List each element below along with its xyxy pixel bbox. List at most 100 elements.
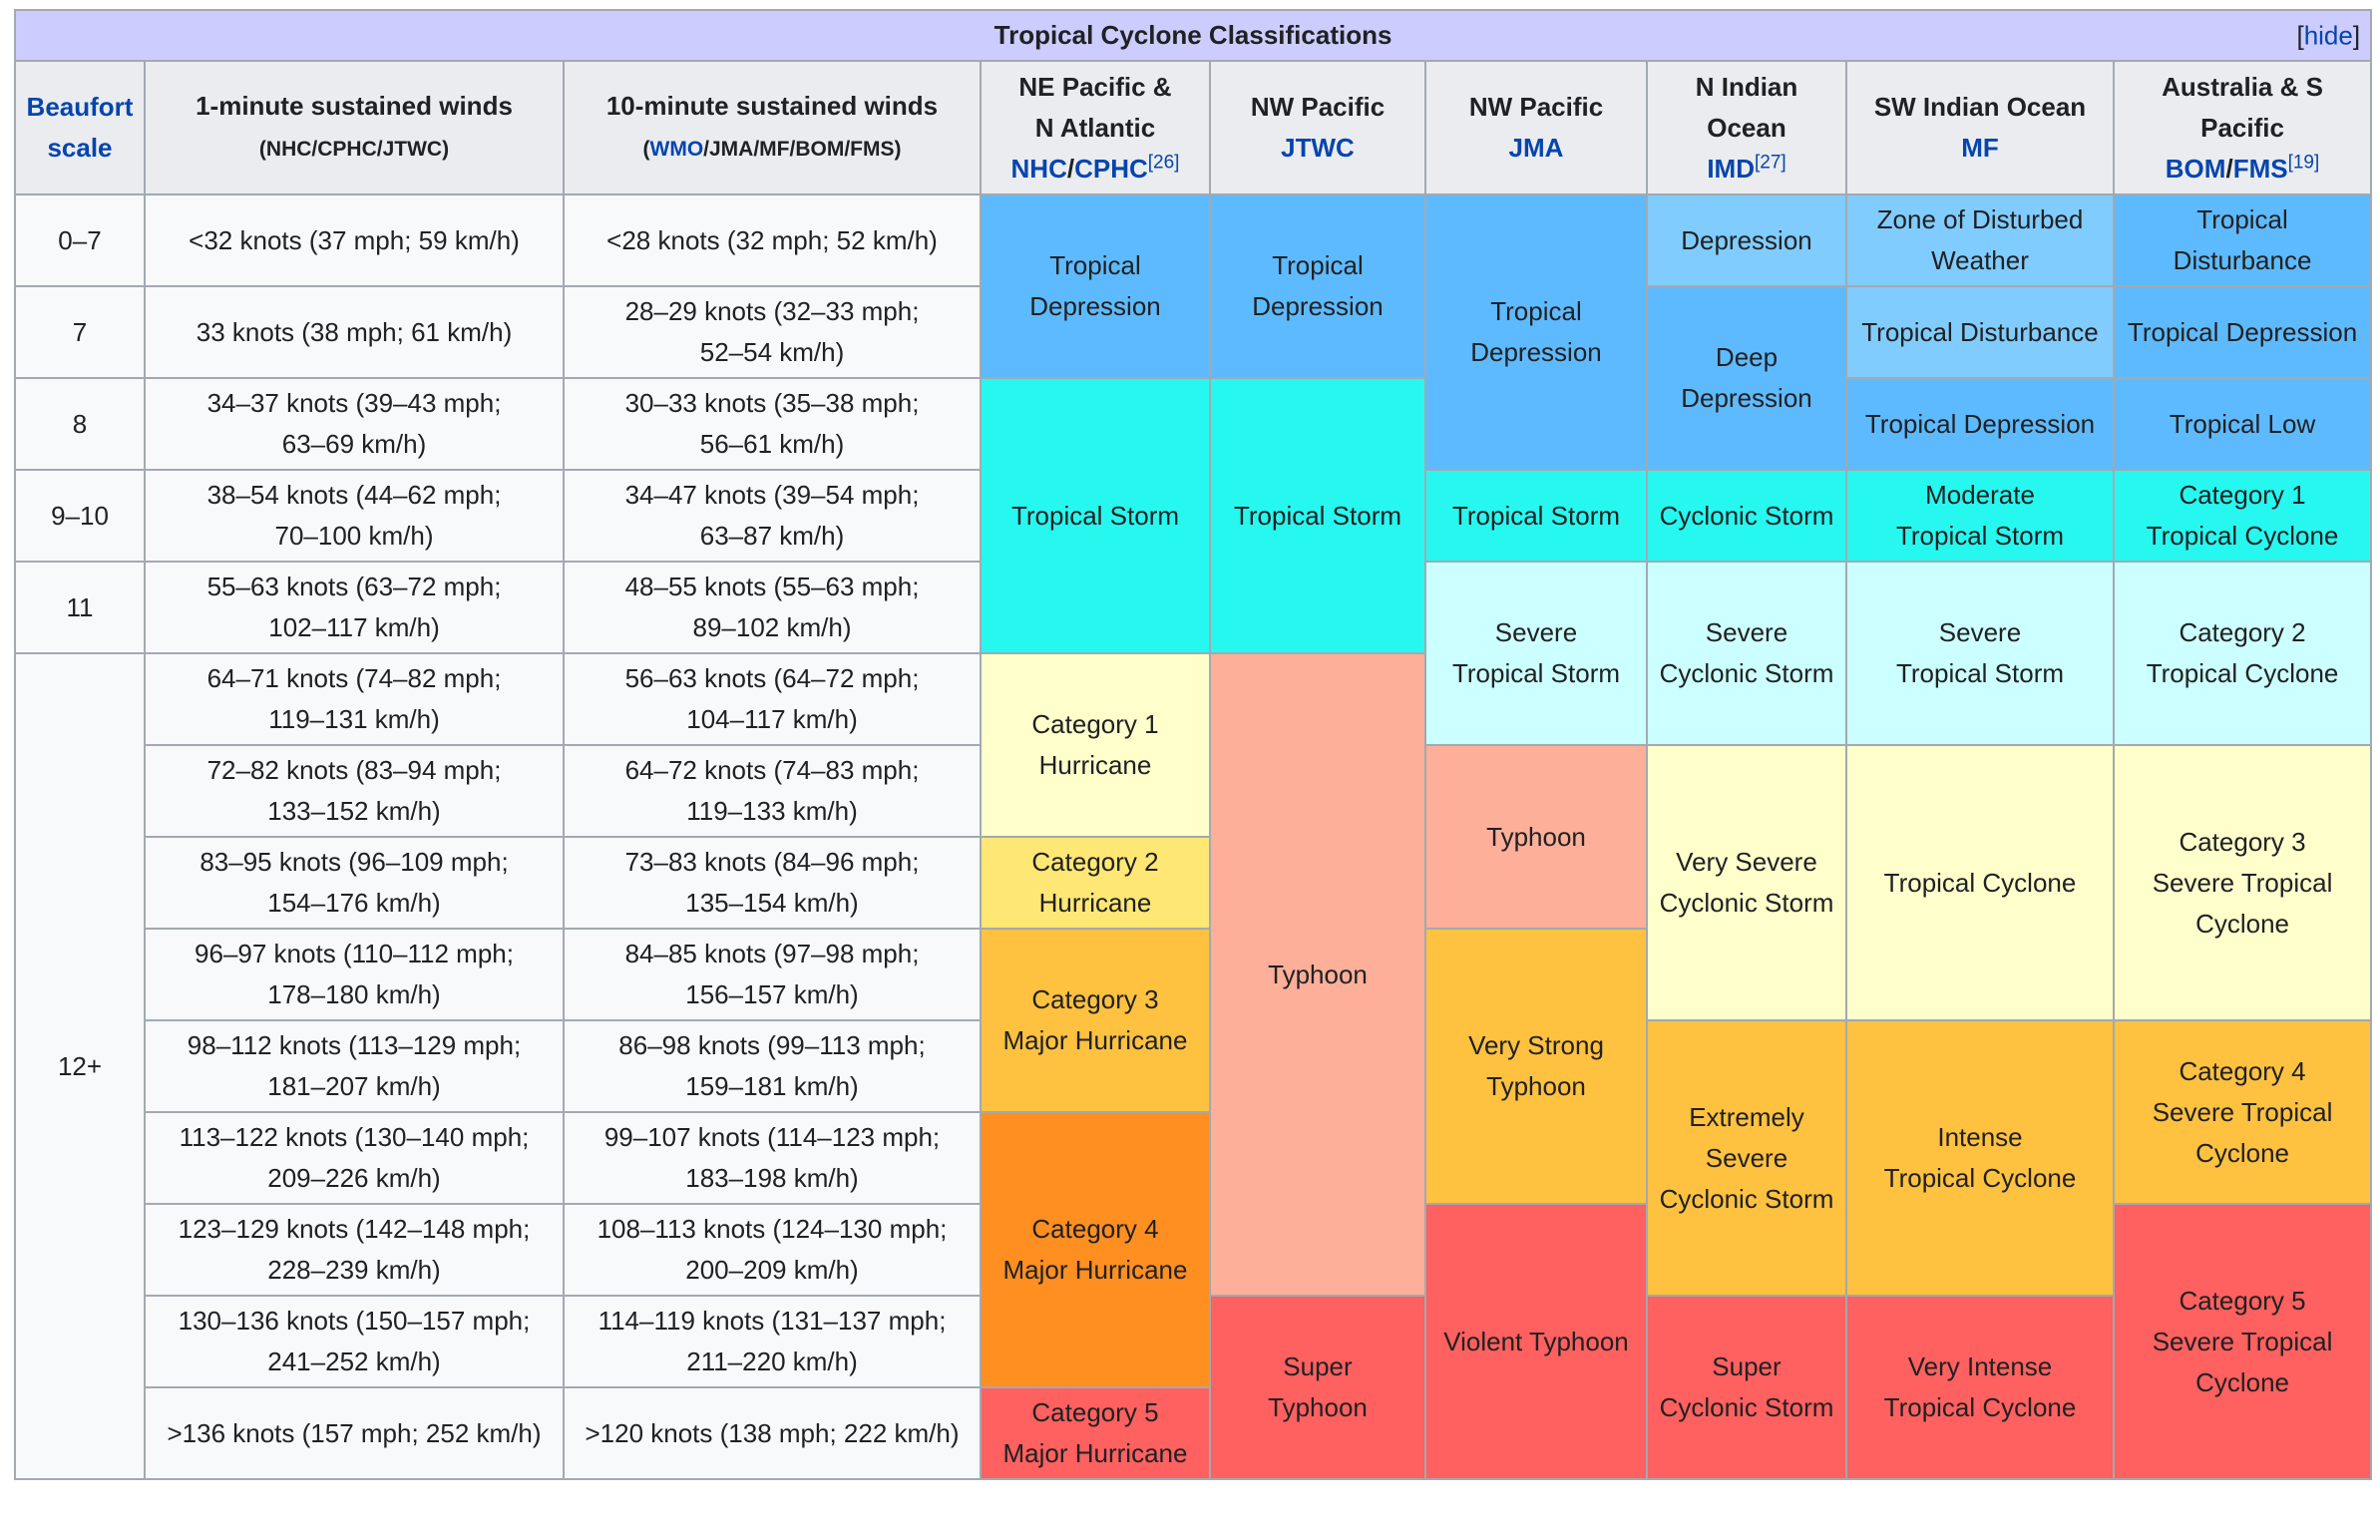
ten-minute-wind-cell: 114–119 knots (131–137 mph; 211–220 km/h)	[563, 1295, 982, 1388]
classification-cell-ne-pacific: Tropical Depression	[980, 193, 1211, 379]
wind-text-line: 96–97 knots (110–112 mph;	[195, 939, 514, 968]
classification-cell-nw-pacific-jtwc: Tropical Depression	[1209, 193, 1426, 379]
ten-minute-wind-cell: 73–83 knots (84–96 mph; 135–154 km/h)	[563, 836, 982, 930]
wind-text-line: 34–37 knots (39–43 mph;	[206, 388, 502, 418]
one-minute-wind-cell: 83–95 knots (96–109 mph; 154–176 km/h)	[144, 836, 565, 930]
one-minute-wind-cell: 64–71 knots (74–82 mph; 119–131 km/h)	[144, 652, 565, 746]
reference-19-link[interactable]: [19]	[2287, 151, 2320, 173]
classification-label: Major Hurricane	[1002, 1438, 1188, 1468]
header-n-indian-ocean: N Indian Ocean IMD[27]	[1646, 60, 1847, 195]
wind-text-line: 119–133 km/h)	[686, 796, 858, 826]
classification-cell-ne-pacific: Tropical Storm	[980, 377, 1211, 654]
one-minute-wind-cell: 72–82 knots (83–94 mph; 133–152 km/h)	[144, 744, 565, 838]
cphc-link[interactable]: CPHC	[1074, 153, 1148, 184]
classification-cell-sw-indian: Intense Tropical Cyclone	[1845, 1019, 2115, 1297]
header-ten-minute-winds: 10-minute sustained winds (WMO/JMA/MF/BO…	[563, 60, 982, 195]
classification-label: Super	[1712, 1351, 1782, 1381]
mf-link[interactable]: MF	[1961, 133, 1999, 163]
classification-label: Typhoon	[1268, 1392, 1368, 1422]
classification-label: Tropical Disturbance	[1861, 316, 2099, 347]
ne-pacific-sep: /	[1066, 153, 1075, 184]
classification-cell-australia: Category 1 Tropical Cyclone	[2112, 469, 2373, 563]
ten-minute-wind-cell: <28 knots (32 mph; 52 km/h)	[563, 193, 982, 287]
classification-cell-n-indian: Super Cyclonic Storm	[1646, 1295, 1847, 1480]
classification-cell-n-indian: Very Severe Cyclonic Storm	[1646, 744, 1847, 1021]
classification-label: Depression	[1470, 337, 1602, 367]
classification-cell-australia: Tropical Disturbance	[2112, 193, 2373, 287]
wind-text-line: 55–63 knots (63–72 mph;	[206, 572, 502, 601]
classification-label: Category 4	[1031, 1214, 1159, 1244]
beaufort-scale-link[interactable]: Beaufort scale	[27, 92, 134, 163]
wind-text-line: 135–154 km/h)	[685, 888, 859, 918]
classification-label: Severe Tropical	[2152, 1326, 2333, 1356]
table-title: Tropical Cyclone Classifications [hide]	[13, 9, 2373, 62]
table-row: 12+ 64–71 knots (74–82 mph; 119–131 km/h) 5…	[14, 652, 2371, 1480]
reference-26-link[interactable]: [26]	[1147, 151, 1180, 173]
beaufort-cell: 0–7	[14, 193, 146, 287]
beaufort-cell: 7	[14, 285, 146, 379]
classification-cell-sw-indian: Tropical Cyclone	[1845, 744, 2115, 1021]
one-minute-wind-cell: 38–54 knots (44–62 mph; 70–100 km/h)	[144, 469, 565, 563]
wmo-link[interactable]: WMO	[649, 138, 704, 161]
table-row: 8 34–37 knots (39–43 mph; 63–69 km/h) 30–33…	[14, 377, 2373, 654]
bom-link[interactable]: BOM	[2165, 153, 2226, 184]
classification-label: Tropical Low	[2169, 408, 2316, 439]
fms-link[interactable]: FMS	[2232, 153, 2288, 184]
classification-cell-sw-indian: Tropical Depression	[1845, 377, 2115, 471]
table-row: 98–112 knots (113–129 mph; 181–207 km/h) 8…	[15, 1019, 2373, 1297]
hide-link[interactable]: hide	[2303, 20, 2353, 50]
classification-cell-nw-pacific-jma: Severe Tropical Storm	[1424, 561, 1648, 746]
hide-bracket-open: [	[2296, 20, 2304, 50]
wind-text-line: 63–87 km/h)	[699, 521, 845, 551]
classification-label: Very Intense	[1907, 1351, 2053, 1381]
hide-toggle: [hide]	[2296, 15, 2360, 56]
classification-label: Tropical Cyclone	[1883, 1163, 2077, 1193]
nw-pacific-jtwc-line1: NW Pacific	[1250, 92, 1386, 122]
tropical-cyclone-classification-table: Tropical Cyclone Classifications [hide] …	[13, 9, 2373, 1480]
ten-minute-wind-cell: 108–113 knots (124–130 mph; 200–209 km/h)	[563, 1203, 982, 1297]
classification-label: Severe	[1494, 617, 1578, 647]
classification-cell-ne-pacific: Category 3 Major Hurricane	[980, 928, 1211, 1113]
table-row: 113–122 knots (130–140 mph; 209–226 km/h)…	[15, 1111, 2371, 1388]
table-row: 9–10 38–54 knots (44–62 mph; 70–100 km/h) 3…	[14, 469, 2373, 563]
wind-text-line: <28 knots (32 mph; 52 km/h)	[606, 224, 938, 255]
wind-text-line: 84–85 knots (97–98 mph;	[624, 939, 920, 968]
header-nw-pacific-jtwc: NW Pacific JTWC	[1209, 60, 1426, 195]
table-row: 123–129 knots (142–148 mph; 228–239 km/h)…	[15, 1203, 2373, 1480]
ten-minute-wind-cell: >120 knots (138 mph; 222 km/h)	[563, 1386, 982, 1480]
classification-label: Tropical Storm	[1233, 500, 1402, 531]
classification-cell-nw-pacific-jma: Very Strong Typhoon	[1424, 928, 1648, 1205]
classification-label: Cyclone	[2195, 1137, 2289, 1168]
classification-cell-australia: Tropical Low	[2112, 377, 2373, 471]
wind-text-line: 56–61 km/h)	[699, 429, 845, 459]
ten-minute-wind-cell: 84–85 knots (97–98 mph; 156–157 km/h)	[563, 928, 982, 1021]
wind-text-line: 70–100 km/h)	[274, 521, 434, 551]
classification-label: Cyclonic Storm	[1659, 1392, 1834, 1422]
classification-cell-n-indian: Depression	[1646, 193, 1847, 287]
nhc-link[interactable]: NHC	[1010, 153, 1067, 184]
classification-label: Cyclonic Storm	[1659, 658, 1834, 688]
classification-label: Cyclone	[2195, 1366, 2289, 1397]
one-minute-wind-cell: 34–37 knots (39–43 mph; 63–69 km/h)	[144, 377, 565, 471]
table-row: 83–95 knots (96–109 mph; 154–176 km/h) 73–…	[15, 836, 2371, 930]
classification-label: Cyclonic Storm	[1659, 500, 1834, 531]
ten-minute-agencies: (WMO/JMA/MF/BOM/FMS)	[643, 138, 902, 161]
classification-label: Very Severe	[1676, 847, 1817, 877]
classification-cell-australia: Category 3 Severe Tropical Cyclone	[2112, 744, 2373, 1021]
imd-link[interactable]: IMD	[1707, 153, 1755, 184]
reference-27-link[interactable]: [27]	[1754, 151, 1786, 173]
classification-label: Deep	[1715, 342, 1779, 372]
wind-text-line: 102–117 km/h)	[268, 612, 440, 642]
classification-label: Tropical Storm	[1451, 500, 1621, 531]
classification-label: Intense	[1937, 1122, 2023, 1152]
classification-label: Tropical Cyclone	[1883, 867, 2077, 898]
jma-link[interactable]: JMA	[1508, 133, 1564, 163]
jtwc-link[interactable]: JTWC	[1281, 133, 1355, 163]
classification-label: Category 1	[1031, 709, 1159, 739]
wind-text-line: <32 knots (37 mph; 59 km/h)	[189, 224, 520, 255]
header-sw-indian-ocean: SW Indian Ocean MF	[1845, 60, 2115, 195]
table-row: 72–82 knots (83–94 mph; 133–152 km/h) 64–7…	[15, 744, 2373, 1021]
classification-cell-n-indian: Deep Depression	[1646, 285, 1847, 471]
classification-label: Extremely	[1689, 1101, 1804, 1132]
classification-label: Typhoon	[1268, 959, 1368, 989]
